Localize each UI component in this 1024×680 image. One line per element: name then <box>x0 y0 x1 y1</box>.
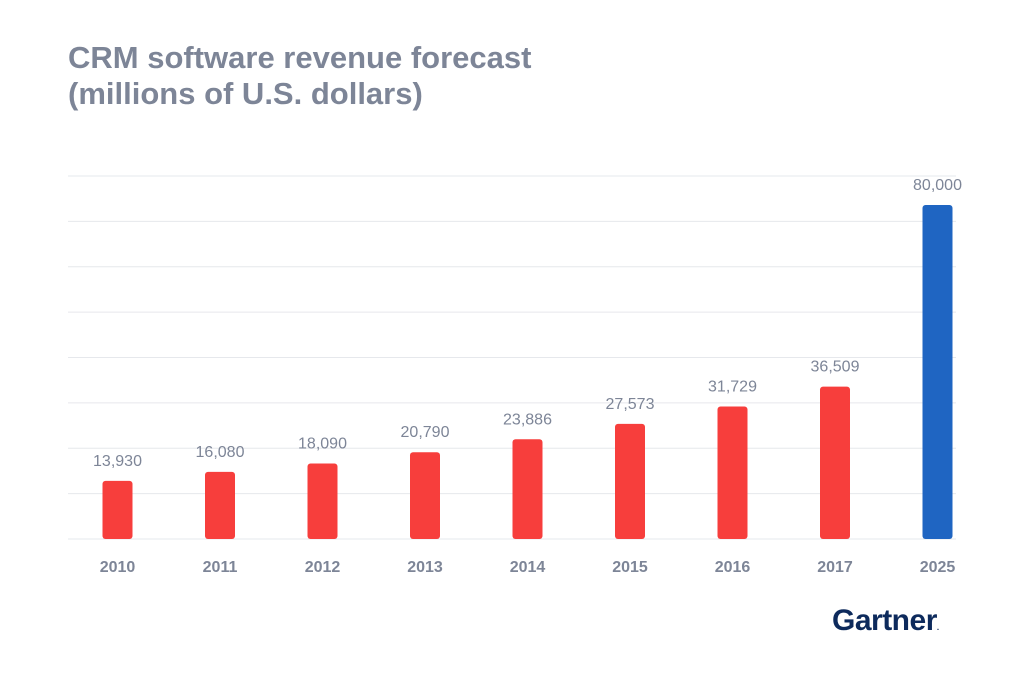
data-label-2012: 18,090 <box>298 435 347 452</box>
bar-2011 <box>205 471 235 539</box>
x-tick-label-2011: 2011 <box>203 559 238 576</box>
data-label-2015: 27,573 <box>606 396 655 413</box>
x-tick-label-2025: 2025 <box>920 559 956 576</box>
data-label-2025: 80,000 <box>913 177 962 194</box>
bar-2010 <box>102 480 133 539</box>
bar-2025 <box>922 205 953 539</box>
x-tick-label-2014: 2014 <box>510 559 546 576</box>
x-tick-label-2015: 2015 <box>612 559 648 576</box>
gartner-logo: Gartner. <box>832 604 939 637</box>
data-label-2013: 20,790 <box>401 424 450 441</box>
chart-title: CRM software revenue forecast (millions … <box>68 40 531 112</box>
x-tick-label-2010: 2010 <box>100 559 136 576</box>
data-label-2016: 31,729 <box>708 379 757 396</box>
x-tick-label-2012: 2012 <box>305 559 341 576</box>
bar-2015 <box>615 423 645 539</box>
data-label-2011: 16,080 <box>196 444 245 461</box>
bar-2013 <box>410 452 440 539</box>
chart-title-line: CRM software revenue forecast <box>68 40 532 75</box>
data-label-2017: 36,509 <box>811 359 860 376</box>
data-label-2010: 13,930 <box>93 453 142 470</box>
bar-2016 <box>717 406 748 539</box>
chart-subtitle: (millions of U.S. dollars) <box>68 76 423 111</box>
bar-2012 <box>307 463 338 539</box>
x-tick-label-2016: 2016 <box>715 559 751 576</box>
bar-2017 <box>820 386 850 539</box>
data-label-2014: 23,886 <box>503 411 552 428</box>
x-tick-label-2017: 2017 <box>817 559 853 576</box>
x-tick-label-2013: 2013 <box>407 559 443 576</box>
bar-2014 <box>512 439 543 539</box>
